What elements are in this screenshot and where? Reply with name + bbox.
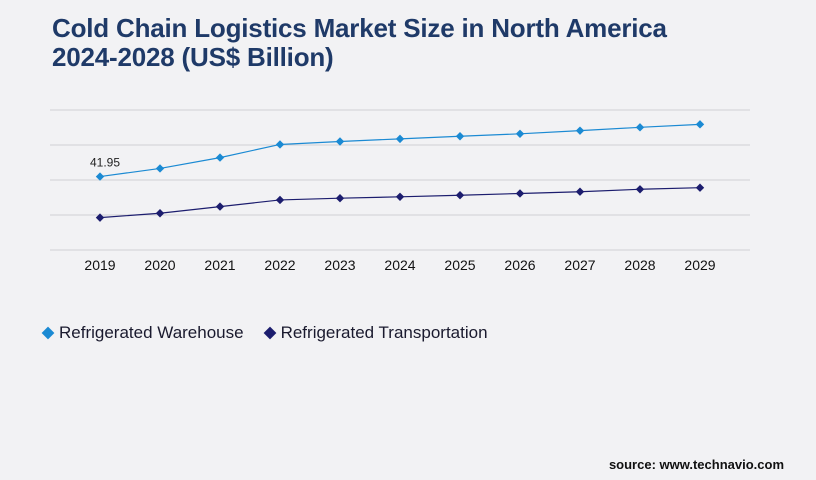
legend-marker-shape [263,326,276,340]
data-point [155,209,165,218]
legend-item-refrigerated-warehouse: Refrigerated Warehouse [40,323,244,343]
x-tick-label: 2026 [504,257,535,273]
line-chart: 2019 2020 2021 2022 2023 2024 2025 2026 2027 2028… [50,109,750,273]
data-point [335,194,345,203]
chart-legend: Refrigerated Warehouse Refrigerated Tran… [40,323,506,343]
legend-label-refrigerated-transportation: Refrigerated Transportation [280,323,488,342]
legend-label-refrigerated-warehouse: Refrigerated Warehouse [59,323,244,342]
data-point [575,187,585,196]
data-point [455,132,465,141]
data-point [155,164,165,173]
legend-marker-shape [41,326,55,340]
data-point [695,183,705,192]
data-point [575,126,585,135]
x-tick-label: 2023 [324,257,355,273]
x-tick-label: 2029 [684,257,715,273]
data-point [275,140,285,149]
chart-title: Cold Chain Logistics Market Size in Nort… [52,14,772,72]
x-tick-label: 2020 [144,257,175,273]
data-point [275,195,285,205]
legend-marker-refrigerated-warehouse [41,326,55,340]
data-point [95,172,105,181]
chart-title-line-1: Cold Chain Logistics Market Size in Nort… [52,13,667,43]
data-label: 41.95 [90,156,120,170]
data-point [455,191,465,200]
data-point [635,185,645,194]
x-tick-label: 2027 [564,257,595,273]
series-line [99,123,701,178]
data-point [395,192,405,201]
legend-item-refrigerated-transportation: Refrigerated Transportation [262,323,488,343]
x-tick-label: 2024 [384,257,415,273]
x-tick-label: 2028 [624,257,655,273]
data-point [95,213,105,222]
x-tick-label: 2019 [84,257,115,273]
data-point [395,134,405,144]
x-tick-label: 2025 [444,257,475,273]
series-line [99,187,701,219]
x-tick-label: 2021 [204,257,235,273]
data-point [695,120,705,129]
data-point [515,129,525,138]
source-credit: source: www.technavio.com [608,457,784,472]
x-tick-label: 2022 [264,257,295,273]
data-point [635,123,645,132]
chart-title-line-2: 2024-2028 (US$ Billion) [52,42,334,72]
data-point [515,189,525,198]
data-point [215,202,225,211]
data-point [335,137,345,146]
legend-marker-refrigerated-transportation [263,326,276,340]
data-point [215,153,225,162]
